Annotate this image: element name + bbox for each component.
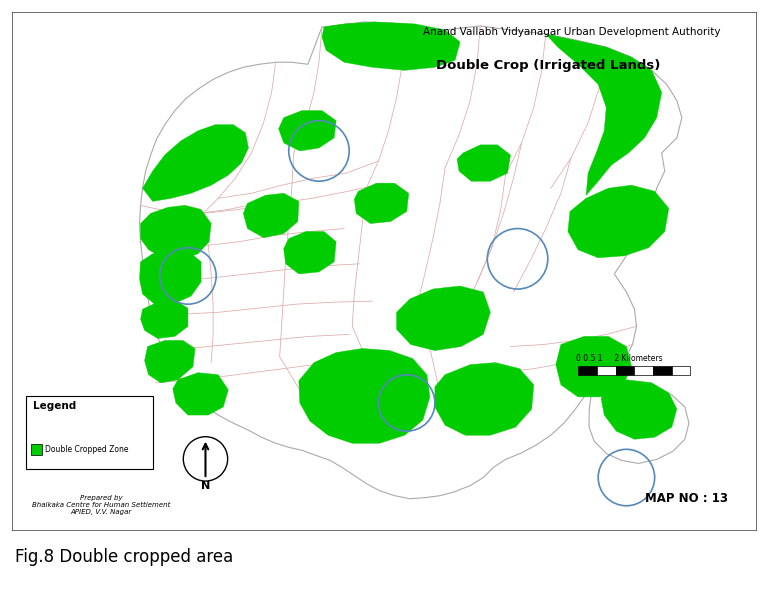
Polygon shape: [145, 340, 195, 383]
Polygon shape: [139, 250, 201, 304]
Polygon shape: [556, 336, 631, 397]
Bar: [597, 366, 616, 375]
Polygon shape: [284, 232, 336, 274]
Bar: [26, 396, 153, 468]
Text: Legend: Legend: [32, 401, 76, 411]
Text: Fig.8 Double cropped area: Fig.8 Double cropped area: [15, 548, 234, 566]
Bar: [32, 444, 42, 454]
Polygon shape: [141, 300, 188, 339]
Polygon shape: [141, 205, 211, 260]
Polygon shape: [278, 110, 336, 151]
Text: 0 0.5 1     2 Kilometers: 0 0.5 1 2 Kilometers: [577, 354, 663, 363]
Polygon shape: [546, 34, 661, 195]
Polygon shape: [322, 22, 460, 70]
Polygon shape: [589, 383, 689, 463]
Text: Double Cropped Zone: Double Cropped Zone: [45, 445, 128, 454]
Polygon shape: [299, 349, 430, 443]
Polygon shape: [142, 124, 248, 201]
Text: Anand Vallabh Vidyanagar Urban Development Authority: Anand Vallabh Vidyanagar Urban Developme…: [423, 27, 721, 37]
Text: Double Crop (Irrigated Lands): Double Crop (Irrigated Lands): [436, 58, 661, 71]
Polygon shape: [355, 183, 408, 224]
Polygon shape: [397, 286, 491, 350]
Polygon shape: [243, 194, 299, 238]
Text: MAP NO : 13: MAP NO : 13: [644, 492, 727, 505]
Polygon shape: [173, 373, 228, 415]
Bar: [616, 366, 634, 375]
Text: N: N: [201, 481, 210, 491]
Polygon shape: [435, 363, 534, 435]
Bar: [653, 366, 671, 375]
Bar: [634, 366, 653, 375]
Polygon shape: [601, 380, 677, 439]
Polygon shape: [139, 22, 682, 499]
Polygon shape: [457, 145, 511, 181]
Text: Prepared by
Bhaikaka Centre for Human Settlement
APIED, V.V. Nagar: Prepared by Bhaikaka Centre for Human Se…: [32, 494, 170, 514]
Bar: [578, 366, 597, 375]
Polygon shape: [568, 185, 669, 258]
Bar: [671, 366, 691, 375]
